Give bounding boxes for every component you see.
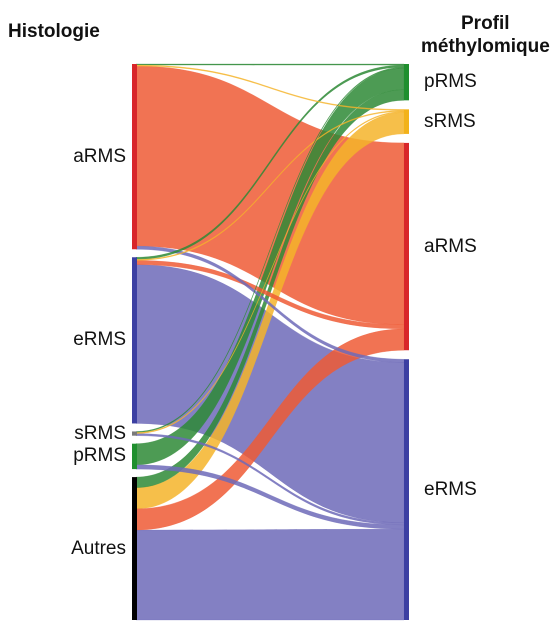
right-node-label-erms: eRMS bbox=[424, 478, 477, 500]
right-node-bar-prms bbox=[404, 64, 409, 101]
right-node-label-srms: sRMS bbox=[424, 110, 476, 132]
left-node-bar-arms bbox=[132, 64, 137, 250]
right-node-bar-erms bbox=[404, 359, 409, 620]
right-axis-header-line2: méthylomique bbox=[421, 36, 550, 57]
left-node-bar-srms bbox=[132, 431, 137, 436]
right-node-bar-arms bbox=[404, 142, 409, 351]
flow-arms-to-prms bbox=[135, 63, 405, 66]
left-node-bar-erms bbox=[132, 257, 137, 424]
left-node-label-arms: aRMS bbox=[73, 145, 126, 167]
flow-autres-to-erms bbox=[135, 528, 405, 621]
right-node-label-arms: aRMS bbox=[424, 235, 477, 257]
left-node-bar-prms bbox=[132, 443, 137, 470]
right-axis-header-line1: Profil bbox=[461, 13, 510, 34]
left-node-bar-autres bbox=[132, 477, 137, 620]
left-node-label-autres: Autres bbox=[71, 537, 126, 559]
left-node-label-erms: eRMS bbox=[73, 329, 126, 351]
left-node-label-prms: pRMS bbox=[73, 445, 126, 467]
left-axis-header: Histologie bbox=[8, 21, 100, 42]
left-node-label-srms: sRMS bbox=[74, 422, 126, 444]
right-node-bar-srms bbox=[404, 109, 409, 134]
right-node-label-prms: pRMS bbox=[424, 71, 477, 93]
